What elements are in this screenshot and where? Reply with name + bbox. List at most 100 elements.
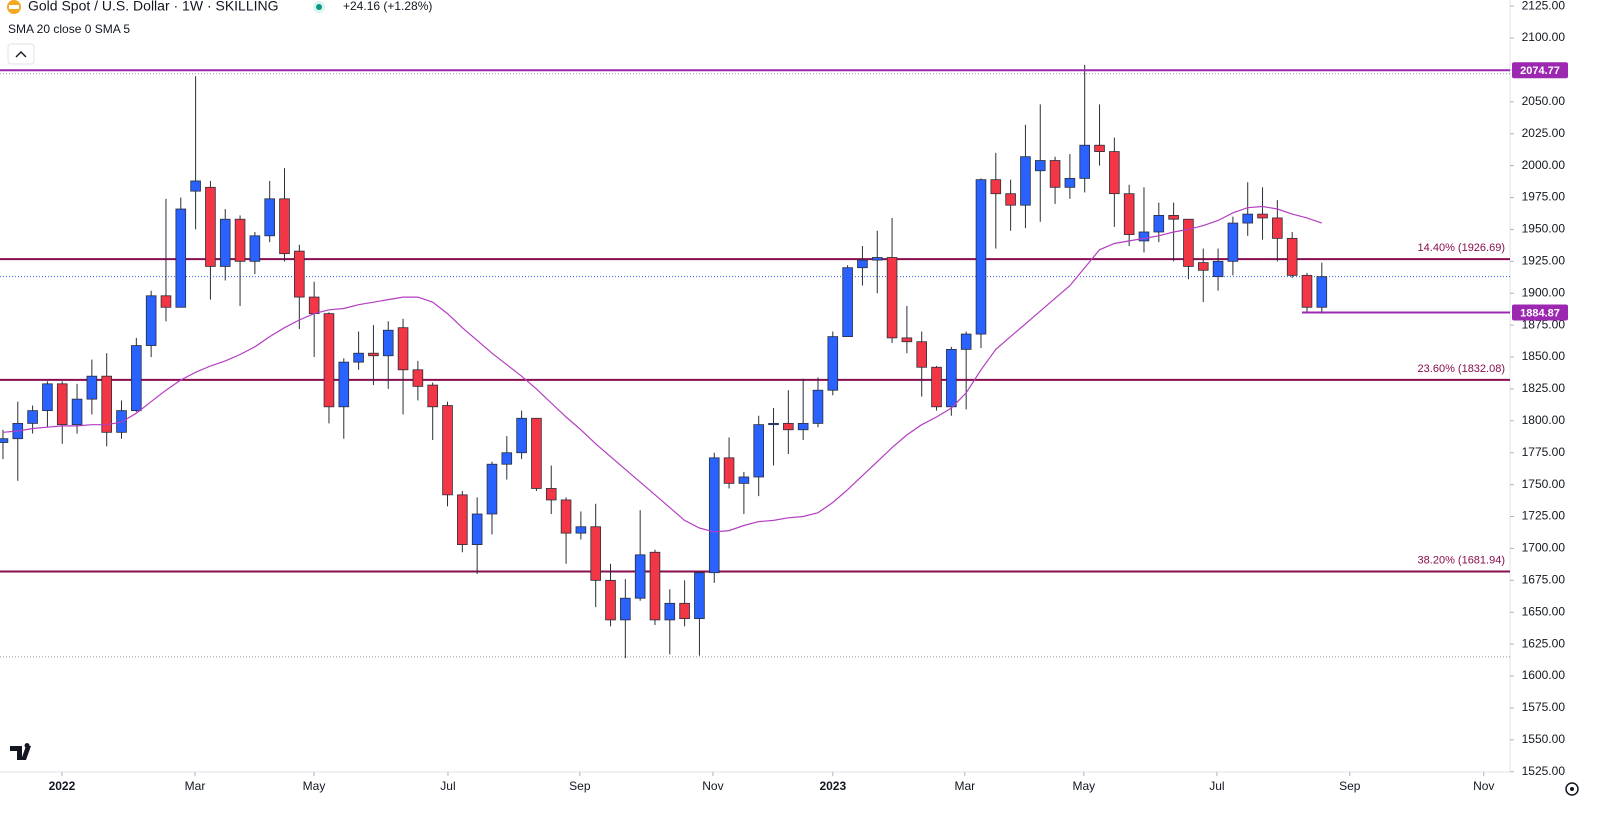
candle-body	[56, 383, 68, 426]
x-tick-label: 2022	[49, 779, 76, 793]
candle-body	[442, 405, 453, 496]
candle-body	[0, 438, 9, 443]
logo	[10, 743, 31, 760]
candle-body	[323, 313, 335, 408]
candle-body	[1168, 214, 1179, 220]
y-tick-label: 1825.00	[1522, 381, 1566, 395]
candle-body	[857, 259, 868, 269]
settings-icon[interactable]	[1565, 782, 1579, 796]
candle-body	[234, 218, 246, 262]
candle-body	[71, 398, 83, 426]
candle-body	[205, 186, 216, 267]
candle-body	[827, 336, 839, 391]
y-tick-label: 1750.00	[1522, 477, 1566, 491]
indicator-label: SMA 20 close 0 SMA 5	[8, 22, 130, 36]
candle-body	[931, 366, 942, 408]
candle-body	[1020, 156, 1031, 206]
y-tick-label: 1975.00	[1522, 190, 1566, 204]
candle-body	[42, 383, 53, 412]
candle-body	[768, 422, 779, 426]
candle-body	[1049, 160, 1061, 188]
price-box-label: 1884.87	[1520, 307, 1560, 319]
y-tick-label: 2100.00	[1522, 30, 1566, 44]
candle-body	[738, 476, 750, 484]
candle-body	[812, 389, 824, 424]
candle-body	[382, 329, 394, 357]
y-tick-label: 1725.00	[1522, 509, 1566, 523]
y-tick-label: 2050.00	[1522, 94, 1566, 108]
candle-body	[412, 369, 424, 387]
price-box-label: 2074.77	[1520, 65, 1560, 77]
price-change: +24.16 (+1.28%)	[343, 0, 432, 13]
x-tick-label: May	[303, 779, 326, 793]
candle-body	[753, 424, 764, 478]
fib-label: 38.20% (1681.94)	[1418, 554, 1505, 566]
candle-body	[368, 352, 379, 357]
candle-body	[1212, 260, 1224, 278]
candle-body	[1123, 193, 1135, 235]
candle-body	[723, 457, 735, 484]
candle-body	[190, 180, 201, 192]
candle-body	[219, 218, 231, 267]
candle-body	[1286, 237, 1298, 276]
candle-body	[664, 602, 676, 621]
x-tick-label: Jul	[1209, 779, 1224, 793]
candle-body	[397, 327, 409, 371]
price-box	[1512, 304, 1568, 321]
candle-body	[990, 179, 1002, 195]
symbol-icon-bar	[9, 5, 19, 9]
x-tick-label: Nov	[1473, 779, 1494, 793]
candle-body	[308, 296, 320, 315]
x-tick-label: Jul	[440, 779, 455, 793]
candle-body	[901, 337, 913, 343]
candle-body	[960, 333, 972, 350]
candle-body	[131, 345, 142, 412]
candle-body	[886, 257, 898, 339]
candle-body	[1109, 151, 1120, 195]
candle-body	[1316, 276, 1328, 308]
plot-area: 14.40% (1926.69) 23.60% (1832.08) 38.20% (…	[0, 64, 1510, 659]
candle-body	[531, 417, 542, 489]
x-tick-label: May	[1072, 779, 1095, 793]
candle-body	[649, 551, 661, 621]
candle-body	[708, 457, 720, 574]
candle-body	[1094, 144, 1105, 152]
candle-body	[1197, 262, 1209, 271]
candle-body	[1064, 177, 1076, 188]
x-tick-label: 2023	[819, 779, 846, 793]
x-tick-label: Mar	[954, 779, 975, 793]
candle-body	[1257, 213, 1268, 219]
candle-body	[279, 198, 290, 255]
y-tick-label: 1875.00	[1522, 317, 1566, 331]
collapse-button[interactable]	[7, 43, 35, 65]
status-dot	[316, 4, 322, 10]
candle-body	[842, 267, 853, 338]
candle-body	[338, 361, 350, 408]
x-tick-label: Sep	[1339, 779, 1361, 793]
candle-body	[1153, 214, 1165, 233]
candle-body	[457, 494, 468, 546]
y-tick-label: 1550.00	[1522, 732, 1566, 746]
candle-body	[86, 375, 98, 400]
fib-label: 14.40% (1926.69)	[1418, 242, 1505, 254]
candle-body	[501, 452, 513, 465]
y-tick-label: 1900.00	[1522, 285, 1566, 299]
candle-body	[145, 295, 157, 346]
candle-body	[946, 348, 957, 408]
candle-body	[590, 526, 601, 581]
candle-body	[1079, 144, 1091, 179]
y-tick-label: 1775.00	[1522, 445, 1566, 459]
y-tick-label: 1600.00	[1522, 668, 1566, 682]
x-tick-label: Mar	[185, 779, 206, 793]
candle-body	[1301, 274, 1313, 308]
candle-body	[471, 513, 483, 546]
settings-icon-center	[1570, 787, 1574, 791]
candle-body	[249, 235, 261, 262]
y-tick-label: 2000.00	[1522, 158, 1566, 172]
candle-body	[160, 295, 172, 308]
price-box	[1512, 62, 1568, 79]
y-tick-label: 1800.00	[1522, 413, 1566, 427]
y-tick-label: 1675.00	[1522, 573, 1566, 587]
chevron-icon	[15, 51, 27, 58]
